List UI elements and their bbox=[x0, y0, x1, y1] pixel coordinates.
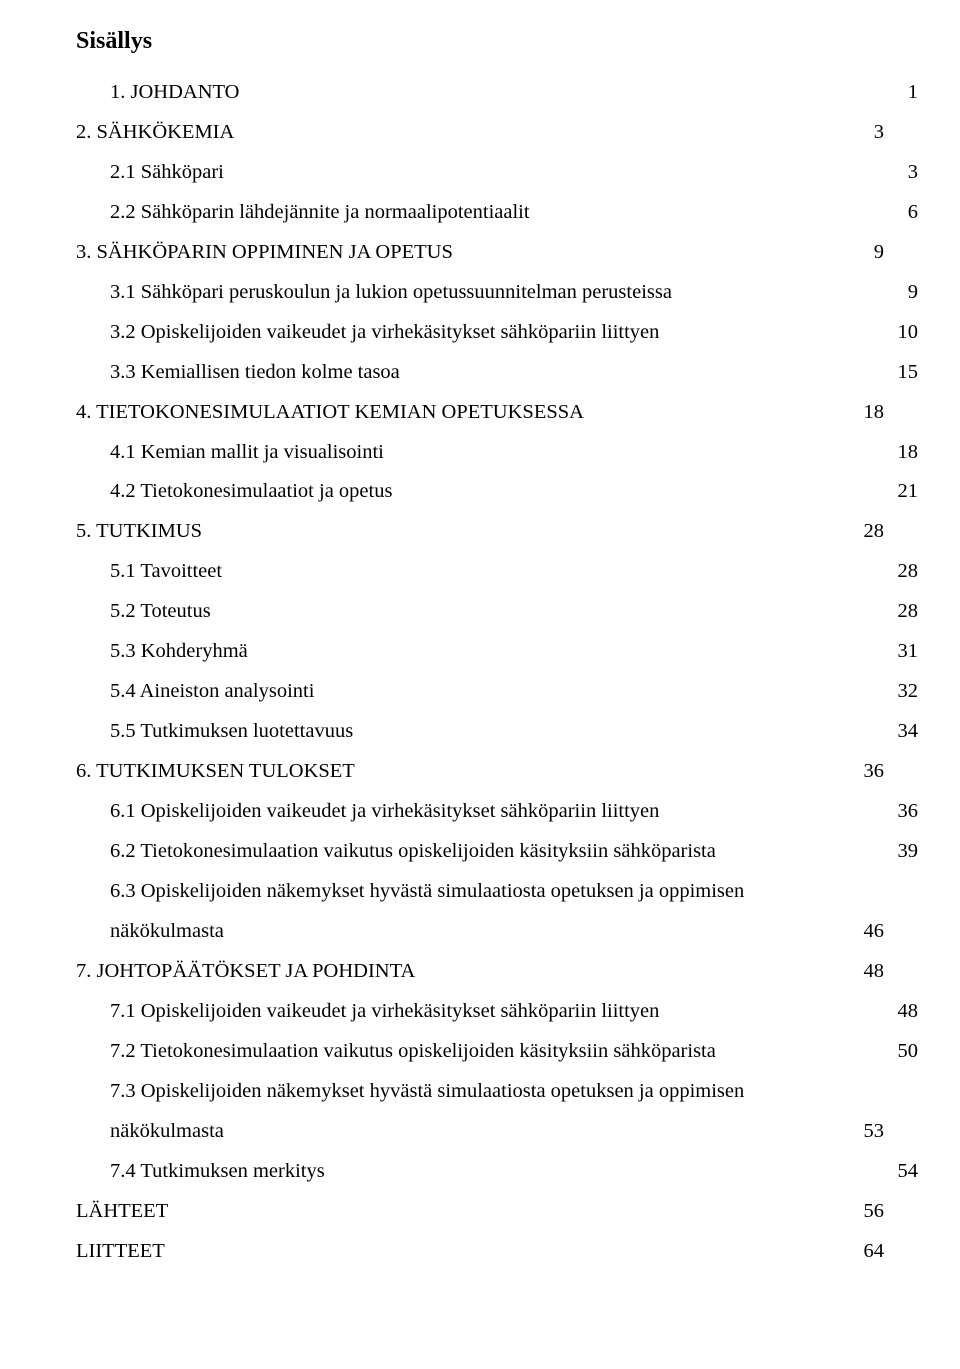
toc-entry-page: 34 bbox=[898, 712, 919, 752]
toc-entry-label: 7.4 Tutkimuksen merkitys bbox=[110, 1152, 325, 1192]
toc-entry-page: 48 bbox=[864, 952, 885, 992]
toc-entry-label: 5.5 Tutkimuksen luotettavuus bbox=[110, 712, 353, 752]
toc-entry-line1: 6.3 Opiskelijoiden näkemykset hyvästä si… bbox=[110, 872, 884, 912]
toc-entry-label: 2.1 Sähköpari bbox=[110, 153, 224, 193]
toc-entry-line1: 7.3 Opiskelijoiden näkemykset hyvästä si… bbox=[110, 1072, 884, 1112]
toc-entry-page: 18 bbox=[864, 393, 885, 433]
toc-entry-label: 7.1 Opiskelijoiden vaikeudet ja virhekäs… bbox=[110, 992, 659, 1032]
toc-entry-page: 3 bbox=[874, 113, 884, 153]
toc-entry-line2: näkökulmasta 53 bbox=[110, 1112, 884, 1152]
toc-entry: 3.3 Kemiallisen tiedon kolme tasoa 15 bbox=[76, 353, 918, 393]
toc-entry: 7.2 Tietokonesimulaation vaikutus opiske… bbox=[76, 1032, 918, 1072]
toc-entry: 3.1 Sähköpari peruskoulun ja lukion opet… bbox=[76, 273, 918, 313]
toc-entry: 2. SÄHKÖKEMIA 3 bbox=[76, 113, 884, 153]
toc-entry: 6.2 Tietokonesimulaation vaikutus opiske… bbox=[76, 832, 918, 872]
toc-entry: 4.2 Tietokonesimulaatiot ja opetus 21 bbox=[76, 472, 918, 512]
toc-entry-label: 5.3 Kohderyhmä bbox=[110, 632, 248, 672]
toc-entry-page: 1 bbox=[908, 73, 918, 113]
toc-entry-page: 31 bbox=[898, 632, 919, 672]
toc-entry-page: 9 bbox=[908, 273, 918, 313]
toc-entry: 6.3 Opiskelijoiden näkemykset hyvästä si… bbox=[76, 872, 884, 952]
toc-entry-label: 3.2 Opiskelijoiden vaikeudet ja virhekäs… bbox=[110, 313, 659, 353]
toc-entry: LÄHTEET 56 bbox=[76, 1192, 884, 1232]
toc-entry-label: 6. TUTKIMUKSEN TULOKSET bbox=[76, 752, 355, 792]
toc-entry-label: LÄHTEET bbox=[76, 1192, 168, 1232]
toc-entry: 2.2 Sähköparin lähdejännite ja normaalip… bbox=[76, 193, 918, 233]
toc-entry-label: 4. TIETOKONESIMULAATIOT KEMIAN OPETUKSES… bbox=[76, 393, 584, 433]
toc-entry: 5.1 Tavoitteet 28 bbox=[76, 552, 918, 592]
toc-entry-page: 53 bbox=[864, 1112, 885, 1152]
toc-entry-page: 39 bbox=[898, 832, 919, 872]
toc-entry-label: LIITTEET bbox=[76, 1232, 165, 1272]
toc-entry-page: 50 bbox=[898, 1032, 919, 1072]
toc-entry-label: 2.2 Sähköparin lähdejännite ja normaalip… bbox=[110, 193, 530, 233]
toc-entry-page: 46 bbox=[864, 912, 885, 952]
toc-entry-page: 28 bbox=[898, 592, 919, 632]
toc-entry-label: 2. SÄHKÖKEMIA bbox=[76, 113, 234, 153]
toc-entry-label: 7.3 Opiskelijoiden näkemykset hyvästä si… bbox=[110, 1072, 744, 1112]
toc-entry: 6.1 Opiskelijoiden vaikeudet ja virhekäs… bbox=[76, 792, 918, 832]
toc-entry-label: näkökulmasta bbox=[110, 912, 224, 952]
toc-entry: 4.1 Kemian mallit ja visualisointi 18 bbox=[76, 433, 918, 473]
toc-entry-page: 10 bbox=[898, 313, 919, 353]
toc-entry-label: 5.2 Toteutus bbox=[110, 592, 211, 632]
toc-body: 1. JOHDANTO12. SÄHKÖKEMIA32.1 Sähköpari3… bbox=[76, 73, 884, 1272]
toc-entry-label: 5.4 Aineiston analysointi bbox=[110, 672, 314, 712]
toc-entry-label: 4.2 Tietokonesimulaatiot ja opetus bbox=[110, 472, 392, 512]
toc-entry-label: 4.1 Kemian mallit ja visualisointi bbox=[110, 433, 384, 473]
toc-entry: 2.1 Sähköpari 3 bbox=[76, 153, 918, 193]
toc-entry-page: 28 bbox=[864, 512, 885, 552]
toc-entry-page: 28 bbox=[898, 552, 919, 592]
toc-entry-page: 18 bbox=[898, 433, 919, 473]
toc-entry: 5.5 Tutkimuksen luotettavuus 34 bbox=[76, 712, 918, 752]
toc-entry-page: 15 bbox=[898, 353, 919, 393]
toc-entry-page: 6 bbox=[908, 193, 918, 233]
toc-entry-page: 3 bbox=[908, 153, 918, 193]
toc-entry: 4. TIETOKONESIMULAATIOT KEMIAN OPETUKSES… bbox=[76, 393, 884, 433]
toc-entry: 7. JOHTOPÄÄTÖKSET JA POHDINTA 48 bbox=[76, 952, 884, 992]
toc-entry-page: 36 bbox=[864, 752, 885, 792]
toc-entry-label: 3.3 Kemiallisen tiedon kolme tasoa bbox=[110, 353, 400, 393]
toc-entry-page: 54 bbox=[898, 1152, 919, 1192]
toc-entry-label: 3. SÄHKÖPARIN OPPIMINEN JA OPETUS bbox=[76, 233, 453, 273]
toc-entry: 7.4 Tutkimuksen merkitys 54 bbox=[76, 1152, 918, 1192]
toc-entry-label: näkökulmasta bbox=[110, 1112, 224, 1152]
toc-entry: 7.1 Opiskelijoiden vaikeudet ja virhekäs… bbox=[76, 992, 918, 1032]
toc-entry: 3.2 Opiskelijoiden vaikeudet ja virhekäs… bbox=[76, 313, 918, 353]
toc-entry-label: 5.1 Tavoitteet bbox=[110, 552, 222, 592]
toc-entry: 5. TUTKIMUS 28 bbox=[76, 512, 884, 552]
toc-entry-page: 48 bbox=[898, 992, 919, 1032]
toc-entry-label: 3.1 Sähköpari peruskoulun ja lukion opet… bbox=[110, 273, 672, 313]
toc-entry-page: 21 bbox=[898, 472, 919, 512]
toc-entry-page: 32 bbox=[898, 672, 919, 712]
toc-entry: 5.2 Toteutus 28 bbox=[76, 592, 918, 632]
toc-entry-line2: näkökulmasta 46 bbox=[110, 912, 884, 952]
page: Sisällys 1. JOHDANTO12. SÄHKÖKEMIA32.1 S… bbox=[0, 0, 960, 1290]
toc-entry: 5.3 Kohderyhmä 31 bbox=[76, 632, 918, 672]
toc-entry-label: 6.2 Tietokonesimulaation vaikutus opiske… bbox=[110, 832, 716, 872]
toc-entry: 6. TUTKIMUKSEN TULOKSET 36 bbox=[76, 752, 884, 792]
toc-entry-label: 7.2 Tietokonesimulaation vaikutus opiske… bbox=[110, 1032, 716, 1072]
toc-entry-label: 6.1 Opiskelijoiden vaikeudet ja virhekäs… bbox=[110, 792, 659, 832]
toc-title: Sisällys bbox=[76, 18, 884, 65]
toc-entry-page: 36 bbox=[898, 792, 919, 832]
toc-entry: 3. SÄHKÖPARIN OPPIMINEN JA OPETUS 9 bbox=[76, 233, 884, 273]
toc-entry-page: 64 bbox=[864, 1232, 885, 1272]
toc-entry-page: 9 bbox=[874, 233, 884, 273]
toc-entry: 1. JOHDANTO 1 bbox=[76, 73, 918, 113]
toc-entry-label: 6.3 Opiskelijoiden näkemykset hyvästä si… bbox=[110, 872, 744, 912]
toc-entry-page: 56 bbox=[864, 1192, 885, 1232]
toc-entry-label: 1. JOHDANTO bbox=[110, 73, 239, 113]
toc-entry-label: 7. JOHTOPÄÄTÖKSET JA POHDINTA bbox=[76, 952, 415, 992]
toc-entry: 5.4 Aineiston analysointi 32 bbox=[76, 672, 918, 712]
toc-entry-label: 5. TUTKIMUS bbox=[76, 512, 202, 552]
toc-entry: LIITTEET 64 bbox=[76, 1232, 884, 1272]
toc-entry: 7.3 Opiskelijoiden näkemykset hyvästä si… bbox=[76, 1072, 884, 1152]
